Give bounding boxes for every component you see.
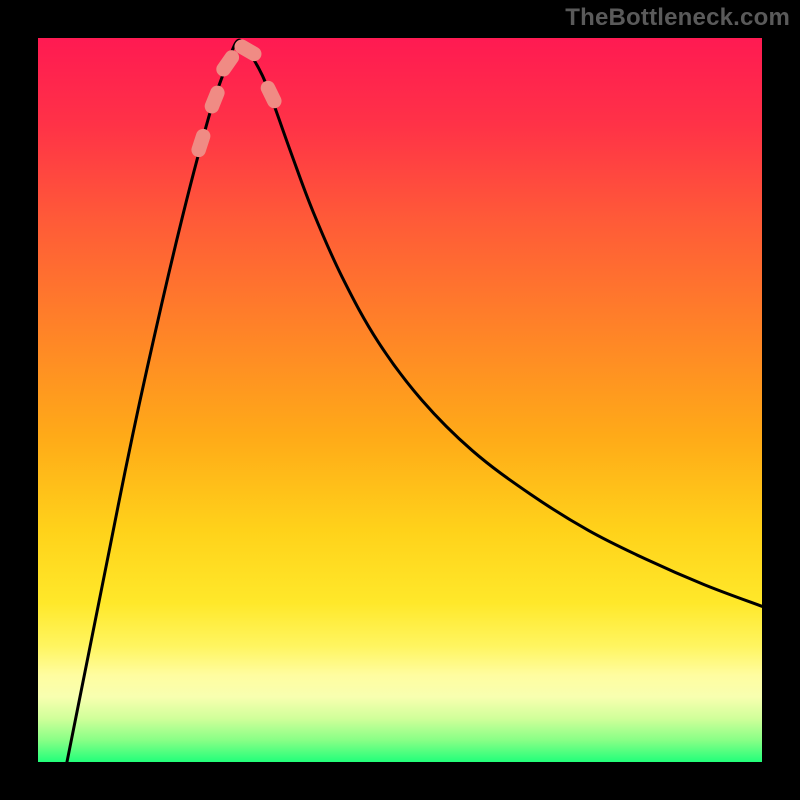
watermark-text: TheBottleneck.com [565,4,790,32]
chart-container: TheBottleneck.com [0,0,800,800]
bottleneck-chart [0,0,800,800]
plot-background [38,38,762,762]
